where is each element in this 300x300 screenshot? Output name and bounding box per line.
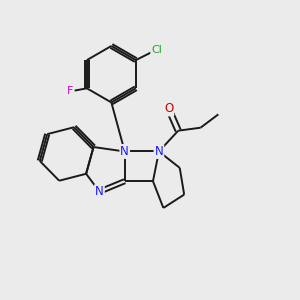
Text: O: O [164,103,173,116]
Text: N: N [95,185,104,198]
Text: Cl: Cl [151,45,162,55]
Text: N: N [154,145,163,158]
Text: F: F [68,86,74,96]
Text: N: N [120,145,129,158]
